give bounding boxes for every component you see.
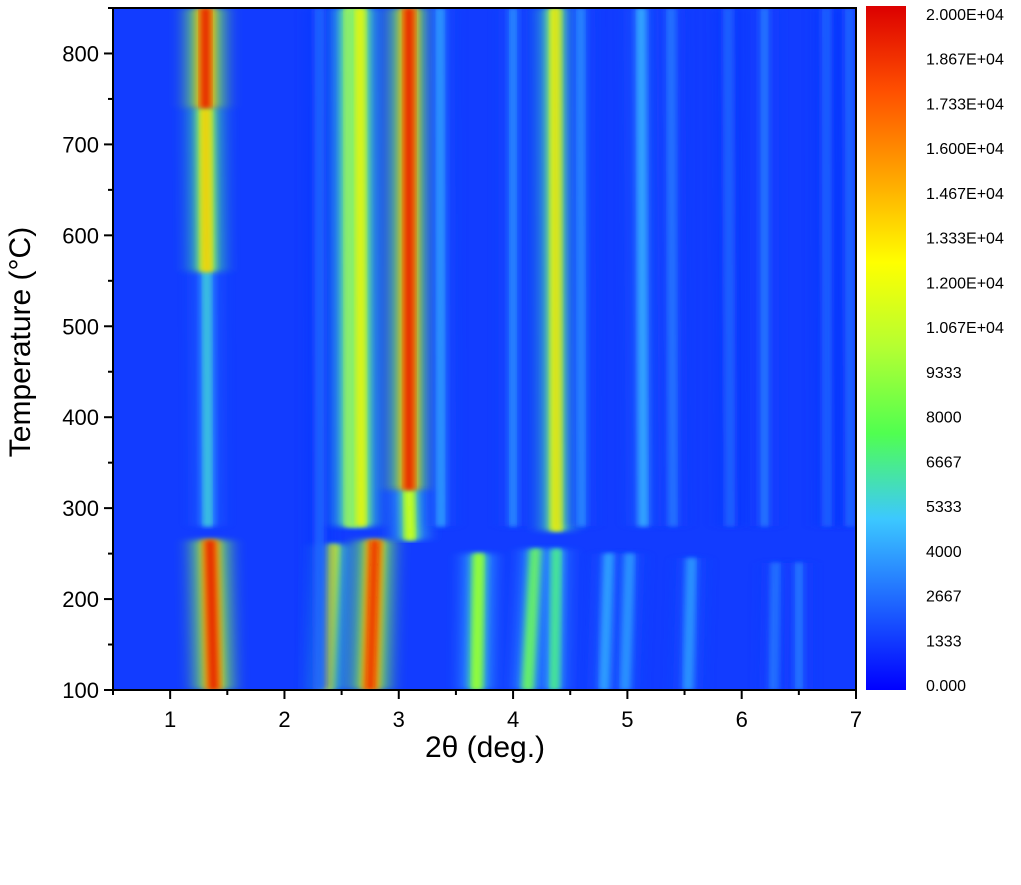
peak-core bbox=[201, 8, 210, 108]
peak-core bbox=[204, 271, 210, 527]
peak-core bbox=[473, 553, 482, 690]
x-tick-label: 5 bbox=[621, 707, 633, 732]
colorbar-gradient bbox=[866, 6, 906, 690]
peak-core bbox=[552, 549, 559, 690]
peak-core bbox=[357, 8, 364, 527]
colorbar-tick-label: 1.867E+04 bbox=[926, 52, 1004, 69]
colorbar-labels: 2.000E+04 1.867E+04 1.733E+04 1.600E+04 1.46… bbox=[926, 7, 1004, 695]
colorbar-tick-label: 8000 bbox=[926, 410, 962, 427]
peak-core bbox=[639, 8, 646, 527]
peak-core bbox=[525, 549, 539, 690]
peak-core bbox=[623, 553, 632, 690]
peak-core bbox=[771, 562, 778, 690]
peak-core bbox=[762, 8, 767, 527]
y-axis: 100 200 300 400 500 600 700 800 bbox=[62, 7, 113, 703]
x-tick-label: 4 bbox=[507, 707, 519, 732]
x-tick-label: 1 bbox=[164, 707, 176, 732]
peak-core bbox=[824, 8, 830, 527]
x-tick-label: 7 bbox=[850, 707, 862, 732]
peak-core bbox=[405, 8, 413, 490]
peak-core bbox=[602, 553, 612, 690]
colorbar-tick-label: 1.067E+04 bbox=[926, 320, 1004, 337]
peak-core bbox=[438, 8, 443, 527]
x-axis: 1 2 3 4 5 6 7 bbox=[112, 690, 862, 732]
colorbar-tick-label: 0.000 bbox=[926, 678, 966, 695]
colorbar-tick-label: 4000 bbox=[926, 544, 962, 561]
peak-core bbox=[847, 8, 852, 527]
x-tick-label: 2 bbox=[278, 707, 290, 732]
colorbar: 2.000E+04 1.867E+04 1.733E+04 1.600E+04 1.46… bbox=[866, 6, 1004, 695]
peak-core bbox=[202, 108, 210, 272]
colorbar-tick-label: 1.467E+04 bbox=[926, 186, 1004, 203]
y-tick-label: 700 bbox=[62, 132, 99, 157]
colorbar-tick-label: 2.000E+04 bbox=[926, 7, 1004, 24]
peak-core bbox=[669, 8, 675, 527]
x-tick-label: 3 bbox=[393, 707, 405, 732]
diffraction-peaks bbox=[188, 8, 856, 690]
colorbar-tick-label: 6667 bbox=[926, 454, 962, 471]
colorbar-tick-label: 1.600E+04 bbox=[926, 141, 1004, 158]
peak-core bbox=[366, 540, 379, 690]
x-tick-label: 6 bbox=[736, 707, 748, 732]
y-tick-label: 100 bbox=[62, 678, 99, 703]
y-tick-label: 400 bbox=[62, 405, 99, 430]
y-tick-label: 800 bbox=[62, 41, 99, 66]
y-tick-label: 300 bbox=[62, 496, 99, 521]
peak-core bbox=[552, 8, 560, 531]
colorbar-tick-label: 1.200E+04 bbox=[926, 275, 1004, 292]
colorbar-tick-label: 1.733E+04 bbox=[926, 96, 1004, 113]
peak-core bbox=[797, 562, 801, 690]
peak-core bbox=[578, 8, 584, 527]
peak-core bbox=[686, 558, 694, 690]
peak-core bbox=[317, 8, 322, 690]
colorbar-tick-label: 2667 bbox=[926, 589, 962, 606]
y-axis-title: Temperature (°C) bbox=[4, 227, 37, 457]
colorbar-tick-label: 1333 bbox=[926, 633, 962, 650]
colorbar-tick-label: 5333 bbox=[926, 499, 962, 516]
plot-area bbox=[112, 7, 857, 691]
peak-core bbox=[406, 489, 413, 540]
peak-core bbox=[511, 8, 515, 527]
x-axis-title: 2θ (deg.) bbox=[425, 731, 545, 764]
y-tick-label: 200 bbox=[62, 587, 99, 612]
peak-core bbox=[206, 540, 218, 690]
y-tick-label: 600 bbox=[62, 223, 99, 248]
colorbar-tick-label: 1.333E+04 bbox=[926, 231, 1004, 248]
colorbar-tick-label: 9333 bbox=[926, 365, 962, 382]
peak-core bbox=[726, 8, 732, 527]
plot-frame bbox=[112, 7, 857, 691]
y-tick-label: 500 bbox=[62, 314, 99, 339]
